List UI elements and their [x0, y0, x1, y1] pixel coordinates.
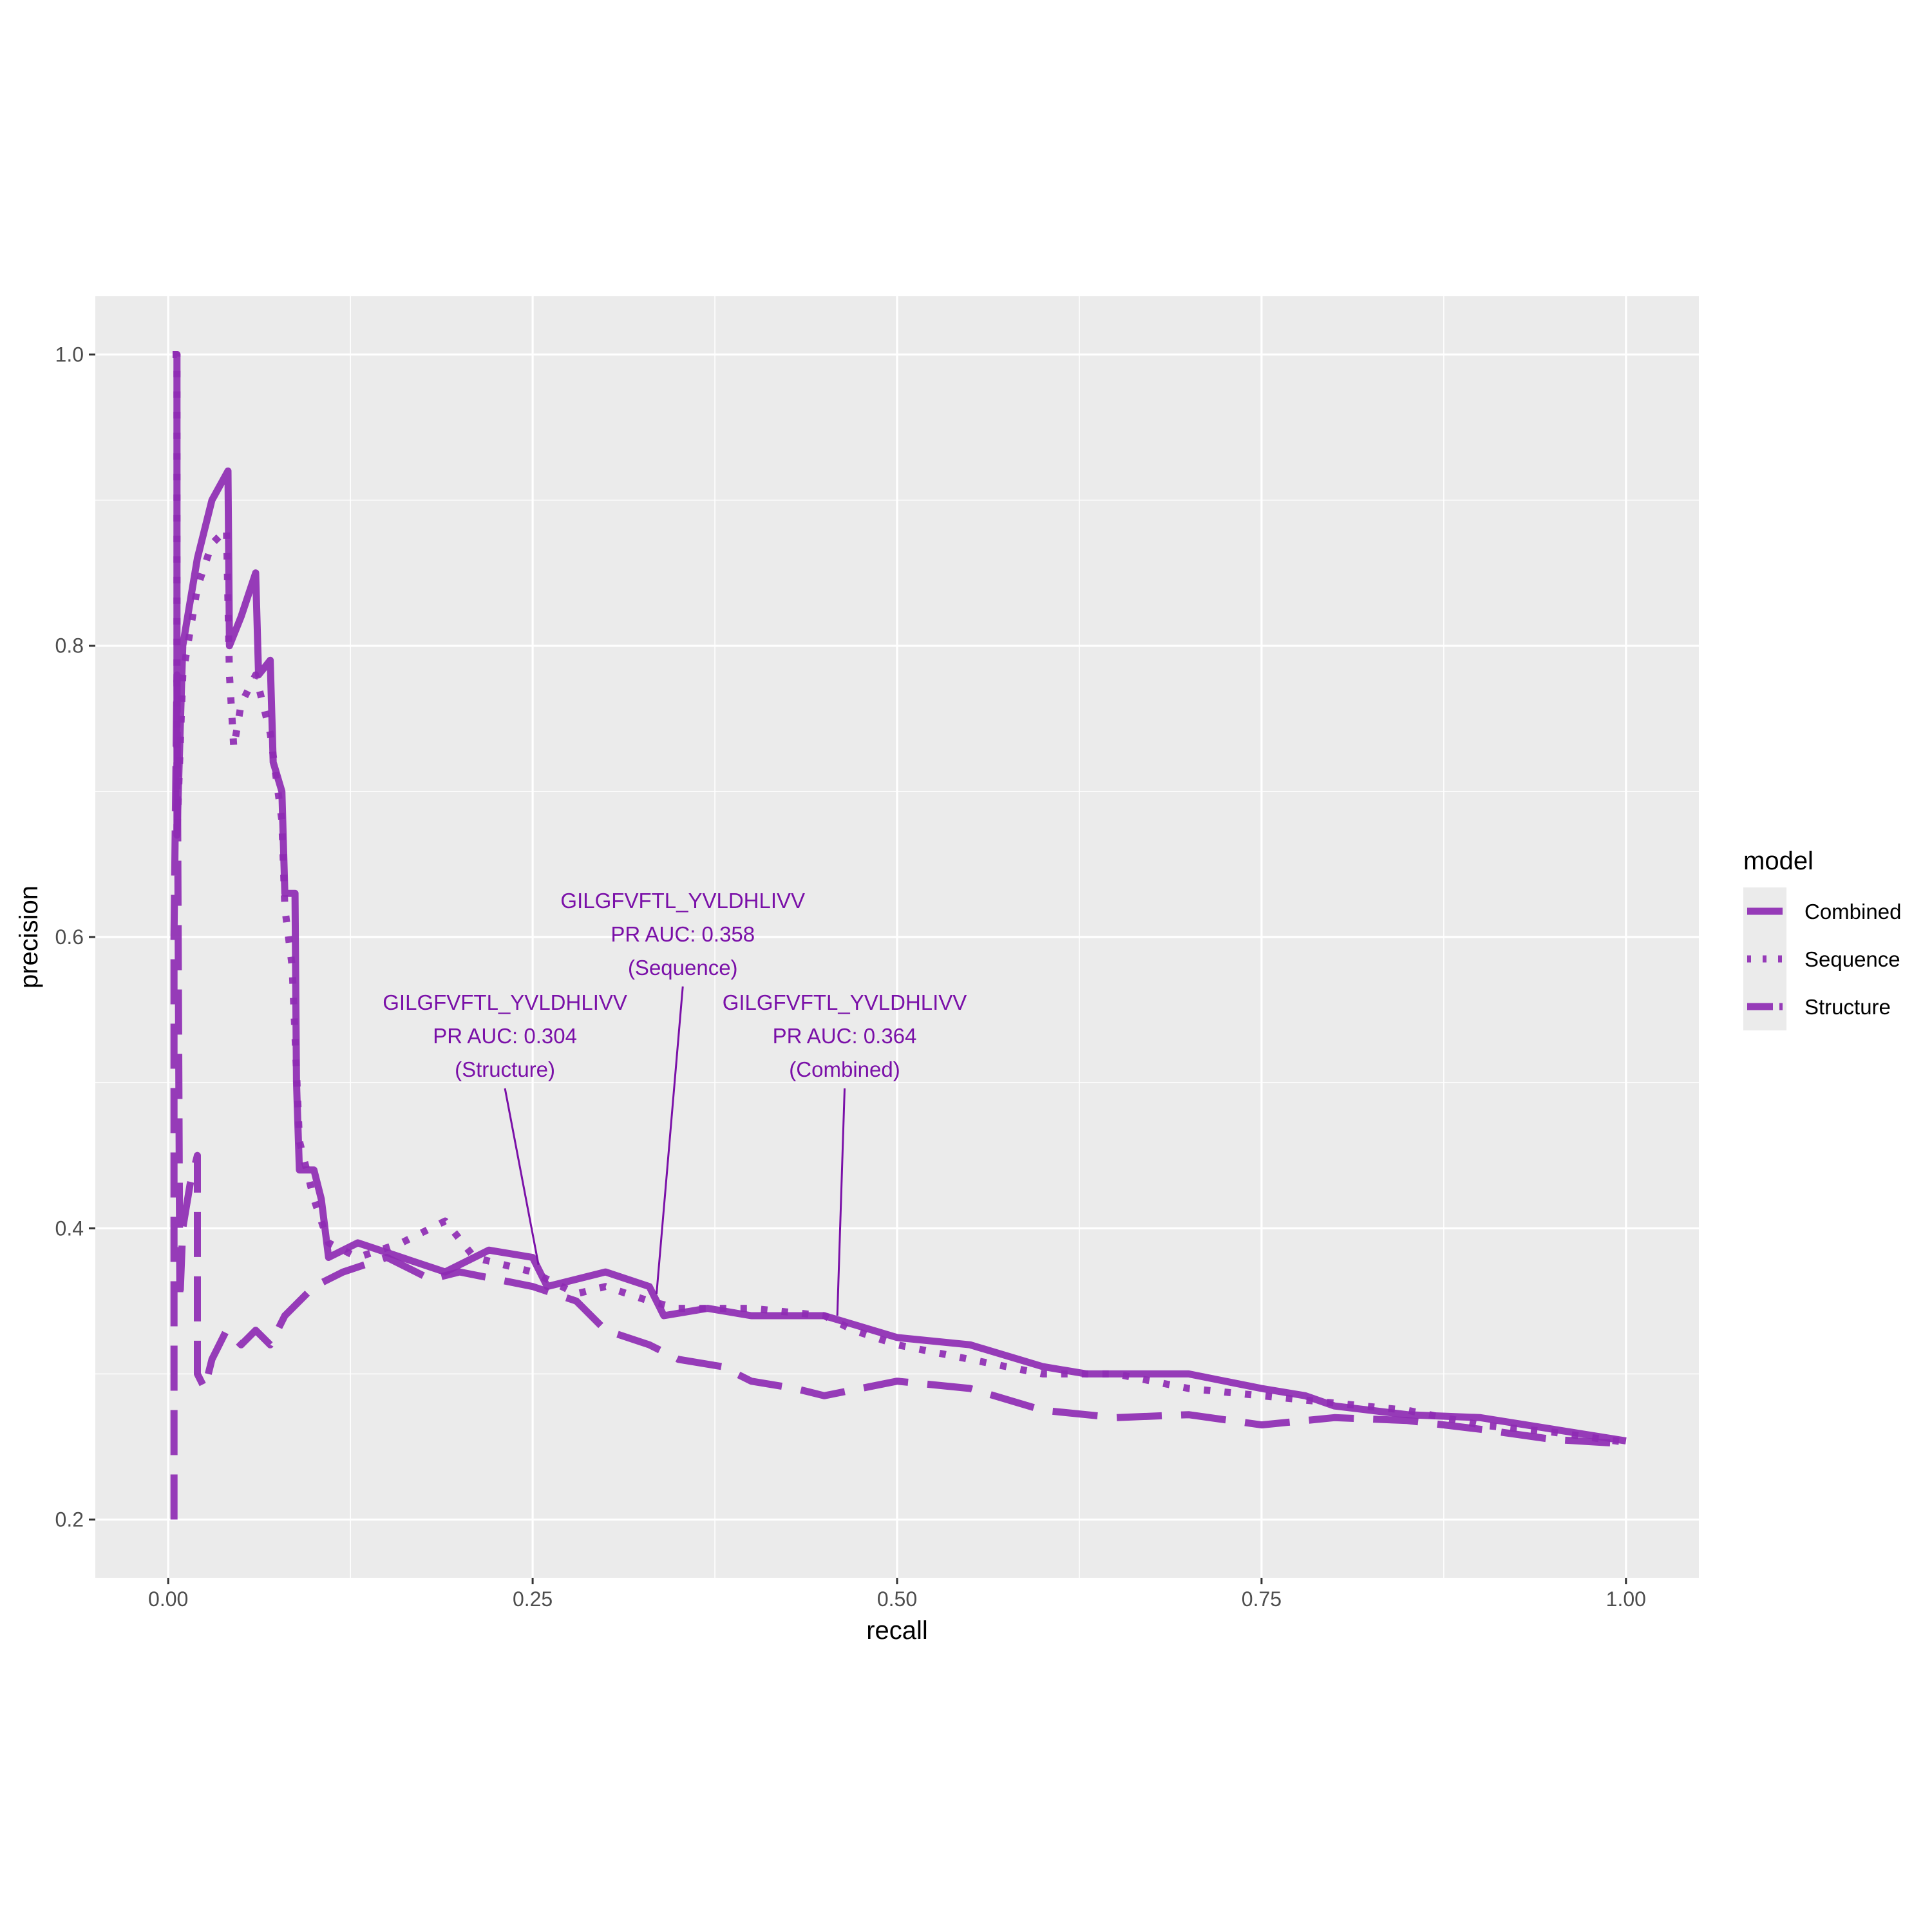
annotation-label-combined: GILGFVFTL_YVLDHLIVV [723, 990, 967, 1014]
x-tick-label: 0.00 [148, 1587, 188, 1611]
annotation-label-sequence: (Sequence) [628, 956, 738, 980]
annotation-connector-combined [836, 1088, 846, 1316]
y-tick-label: 0.4 [55, 1217, 84, 1240]
annotation-label-combined: (Combined) [789, 1057, 900, 1081]
annotation-label-combined: PR AUC: 0.364 [773, 1024, 917, 1048]
annotation-label-sequence: PR AUC: 0.358 [611, 922, 755, 946]
legend-label-sequence: Sequence [1804, 947, 1900, 971]
x-tick-label: 0.50 [877, 1587, 917, 1611]
annotation-label-structure: (Structure) [455, 1057, 555, 1081]
annotations: GILGFVFTL_YVLDHLIVV PR AUC: 0.304 (Structu… [383, 889, 967, 1316]
y-tick-label: 0.6 [55, 925, 84, 949]
annotation-label-sequence: GILGFVFTL_YVLDHLIVV [560, 889, 805, 913]
series-line-sequence [173, 351, 1627, 1446]
x-tick-label: 0.25 [513, 1587, 553, 1611]
legend: model Combined Sequence Structure [1743, 847, 1901, 1030]
legend-label-combined: Combined [1804, 900, 1901, 923]
legend-label-structure: Structure [1804, 995, 1891, 1019]
annotation-label-structure: PR AUC: 0.304 [433, 1024, 577, 1048]
y-tick-label: 0.2 [55, 1508, 84, 1531]
x-tick-label: 0.75 [1242, 1587, 1282, 1611]
annotation-label-structure: GILGFVFTL_YVLDHLIVV [383, 990, 627, 1014]
axes: 0.00 0.25 0.50 0.75 1.00 0.2 0.4 0.6 0.8 1.0 [55, 343, 1646, 1611]
y-axis-title: precision [15, 886, 43, 989]
grid-lines [95, 296, 1699, 1578]
legend-title: model [1743, 847, 1814, 875]
series-line-combined [173, 351, 1627, 1444]
series-line-structure [170, 671, 1627, 1520]
series-lines [170, 351, 1627, 1520]
y-tick-label: 0.8 [55, 634, 84, 658]
x-axis-title: recall [866, 1616, 928, 1645]
annotation-connector-sequence [656, 986, 684, 1294]
x-tick-label: 1.00 [1606, 1587, 1646, 1611]
annotation-connector-structure [504, 1088, 540, 1265]
y-tick-label: 1.0 [55, 343, 84, 366]
